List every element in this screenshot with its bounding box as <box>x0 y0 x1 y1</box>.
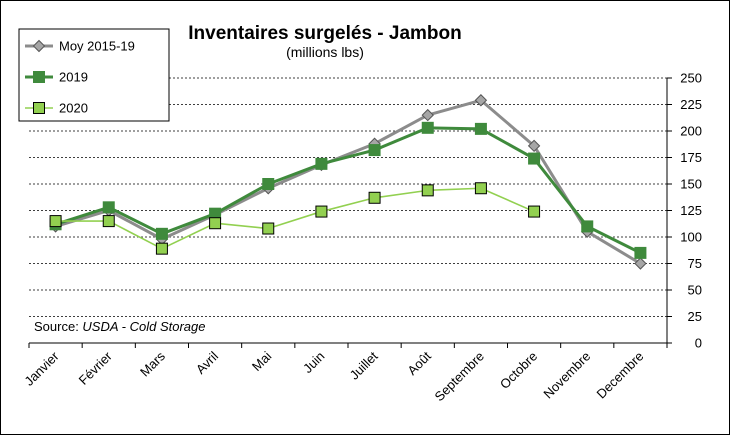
data-point <box>155 242 168 255</box>
legend-marker <box>33 102 45 114</box>
data-point <box>474 182 487 195</box>
data-point <box>262 222 275 235</box>
legend-marker <box>33 71 45 83</box>
data-point <box>421 121 434 134</box>
y-tick-label: 175 <box>680 150 702 165</box>
series-group <box>49 94 647 270</box>
data-point <box>421 108 434 122</box>
series-2 <box>49 182 541 255</box>
data-point <box>102 215 115 228</box>
data-point <box>528 152 541 165</box>
x-tick-label: Mai <box>249 348 274 373</box>
data-point <box>368 144 381 157</box>
legend-label: 2019 <box>59 70 88 85</box>
source-note: Source: USDA - Cold Storage <box>34 319 206 334</box>
legend-marker <box>32 39 46 53</box>
data-point <box>49 215 62 228</box>
y-tick-label: 200 <box>680 124 702 139</box>
y-tick-label: 150 <box>680 177 702 192</box>
series-line <box>55 126 642 255</box>
chart-subtitle: (millions lbs) <box>286 44 364 60</box>
data-point <box>155 227 168 240</box>
x-tick-label: Février <box>76 348 116 388</box>
data-point <box>102 201 115 214</box>
data-point <box>474 94 488 107</box>
data-point <box>634 257 647 270</box>
x-tick-label: Decembre <box>594 349 647 402</box>
y-tick-label: 225 <box>680 97 702 112</box>
data-point <box>421 184 434 197</box>
data-point <box>209 217 222 230</box>
data-point <box>368 191 381 204</box>
data-point <box>634 246 647 259</box>
y-tick-label: 125 <box>680 203 702 218</box>
x-tick-label: Mars <box>137 348 168 379</box>
y-tick-label: 25 <box>688 309 702 324</box>
legend-entry-1: 2019 <box>25 70 88 85</box>
legend: Moy 2015-19 2019 2020 <box>18 28 170 122</box>
x-tick-label: Juillet <box>347 348 381 382</box>
x-tick-label: Septembre <box>431 349 487 405</box>
data-point <box>528 205 541 218</box>
x-tick-label: Avril <box>193 348 221 376</box>
data-point <box>581 220 594 233</box>
x-tick-label: Août <box>404 348 434 378</box>
y-tick-label: 100 <box>680 230 702 245</box>
series-line <box>55 98 642 265</box>
legend-label: Moy 2015-19 <box>59 39 135 54</box>
data-point <box>474 122 487 135</box>
x-tick-label: Juin <box>300 349 327 376</box>
series-1 <box>49 121 647 259</box>
y-tick-label: 50 <box>688 283 702 298</box>
chart-title: Inventaires surgelés - Jambon <box>188 23 462 44</box>
x-tick-label: Octobre <box>497 349 540 392</box>
x-tick-label: Janvier <box>21 348 62 389</box>
legend-entry-2: 2020 <box>25 101 88 116</box>
series-line <box>55 187 535 250</box>
data-point <box>527 139 541 153</box>
data-point <box>315 205 328 218</box>
legend-entry-0: Moy 2015-19 <box>25 39 135 54</box>
data-point <box>315 157 328 170</box>
y-tick-label: 75 <box>688 256 702 271</box>
data-point <box>262 178 275 190</box>
legend-label: 2020 <box>59 101 88 116</box>
y-tick-label: 0 <box>695 336 702 351</box>
y-tick-label: 250 <box>680 71 702 86</box>
x-tick-label: Novembre <box>540 349 593 402</box>
